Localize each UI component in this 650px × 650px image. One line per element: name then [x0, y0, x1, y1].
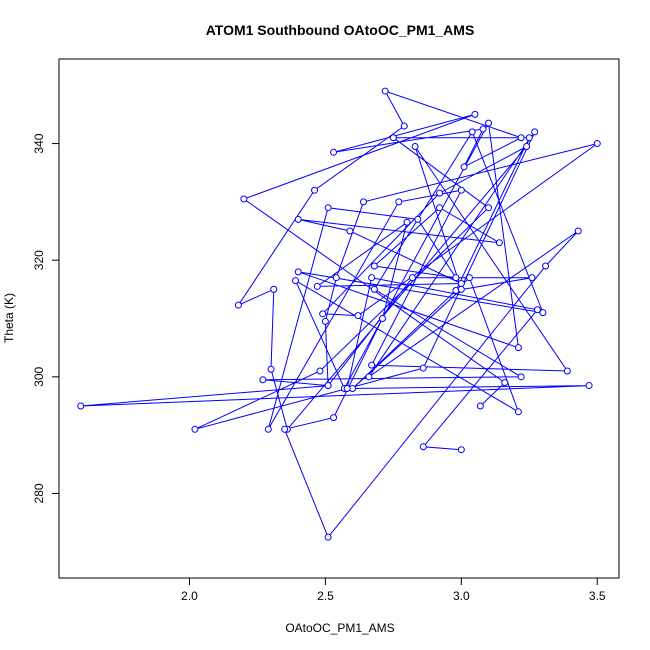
data-point — [574, 227, 582, 235]
data-point — [419, 364, 427, 372]
data-point — [330, 414, 338, 422]
data-point — [457, 285, 465, 293]
data-point — [77, 402, 85, 410]
data-point — [191, 425, 199, 433]
data-point — [542, 262, 550, 270]
data-point — [346, 227, 354, 235]
y-tick-label: 280 — [32, 483, 46, 503]
data-point — [419, 443, 427, 451]
data-point — [403, 218, 411, 226]
data-point — [501, 379, 509, 387]
data-point — [495, 239, 503, 247]
data-point — [395, 198, 403, 206]
data-point — [436, 189, 444, 197]
data-point — [264, 425, 272, 433]
chart-title: ATOM1 Southbound OAtoOC_PM1_AMS — [206, 22, 475, 38]
data-point — [485, 204, 493, 212]
data-point — [408, 274, 416, 282]
data-point — [240, 195, 248, 203]
y-axis-label: Theta (K) — [2, 293, 16, 343]
plot-frame — [58, 58, 620, 579]
x-axis-label: OAtoOC_PM1_AMS — [285, 621, 394, 635]
x-tick-label: 2.0 — [181, 589, 198, 603]
data-point — [294, 215, 302, 223]
data-point — [313, 282, 321, 290]
data-point — [368, 361, 376, 369]
data-point — [525, 134, 533, 142]
data-point — [517, 373, 525, 381]
data-point — [528, 274, 536, 282]
y-axis: 280 300 320 340 — [32, 133, 59, 503]
data-point — [457, 280, 465, 288]
data-point — [389, 134, 397, 142]
data-point — [378, 315, 386, 322]
data-point — [281, 425, 289, 433]
data-point — [365, 373, 373, 381]
data-point — [330, 148, 338, 156]
data-point — [400, 122, 408, 130]
data-point — [533, 306, 541, 314]
data-point — [411, 142, 419, 150]
data-point — [311, 186, 319, 194]
data-point — [370, 262, 378, 270]
data-point — [294, 268, 302, 276]
data-point — [436, 204, 444, 212]
data-point — [452, 274, 460, 282]
y-tick-label: 340 — [32, 133, 46, 153]
data-point — [476, 402, 484, 410]
data-point — [292, 277, 300, 285]
data-point — [485, 119, 493, 127]
data-point — [460, 163, 468, 171]
data-point — [514, 344, 522, 352]
series-lines — [80, 90, 598, 539]
data-point — [316, 367, 324, 375]
y-tick-label: 300 — [32, 366, 46, 386]
data-point — [324, 382, 332, 390]
data-point — [267, 365, 275, 373]
series-points — [77, 87, 601, 541]
x-tick-label: 3.5 — [589, 589, 606, 603]
data-point — [465, 274, 473, 282]
x-tick-label: 3.0 — [453, 589, 470, 603]
data-point — [359, 198, 367, 206]
data-point — [368, 274, 376, 282]
data-point — [539, 309, 547, 317]
data-point — [324, 533, 332, 541]
data-point — [270, 285, 278, 293]
data-point — [523, 142, 531, 150]
data-point — [531, 128, 539, 136]
data-point — [319, 310, 327, 318]
data-point — [514, 408, 522, 416]
data-point — [457, 186, 465, 194]
data-point — [563, 367, 571, 375]
series-line — [80, 90, 598, 539]
data-point — [234, 301, 242, 309]
data-point — [479, 125, 487, 133]
y-tick-label: 320 — [32, 250, 46, 270]
data-point — [324, 204, 332, 212]
data-point — [585, 382, 593, 390]
data-point — [354, 312, 362, 320]
data-point — [343, 384, 351, 392]
data-point — [593, 140, 601, 148]
data-point — [468, 128, 476, 136]
data-point — [414, 215, 422, 223]
data-point — [259, 376, 267, 384]
data-point — [471, 110, 479, 118]
data-point — [370, 285, 378, 293]
data-point — [332, 274, 340, 282]
x-axis: 2.0 2.5 3.0 3.5 — [181, 578, 606, 603]
data-point — [457, 446, 465, 454]
data-point — [321, 317, 329, 325]
x-tick-label: 2.5 — [317, 589, 334, 603]
data-point — [381, 87, 389, 95]
data-point — [517, 134, 525, 142]
